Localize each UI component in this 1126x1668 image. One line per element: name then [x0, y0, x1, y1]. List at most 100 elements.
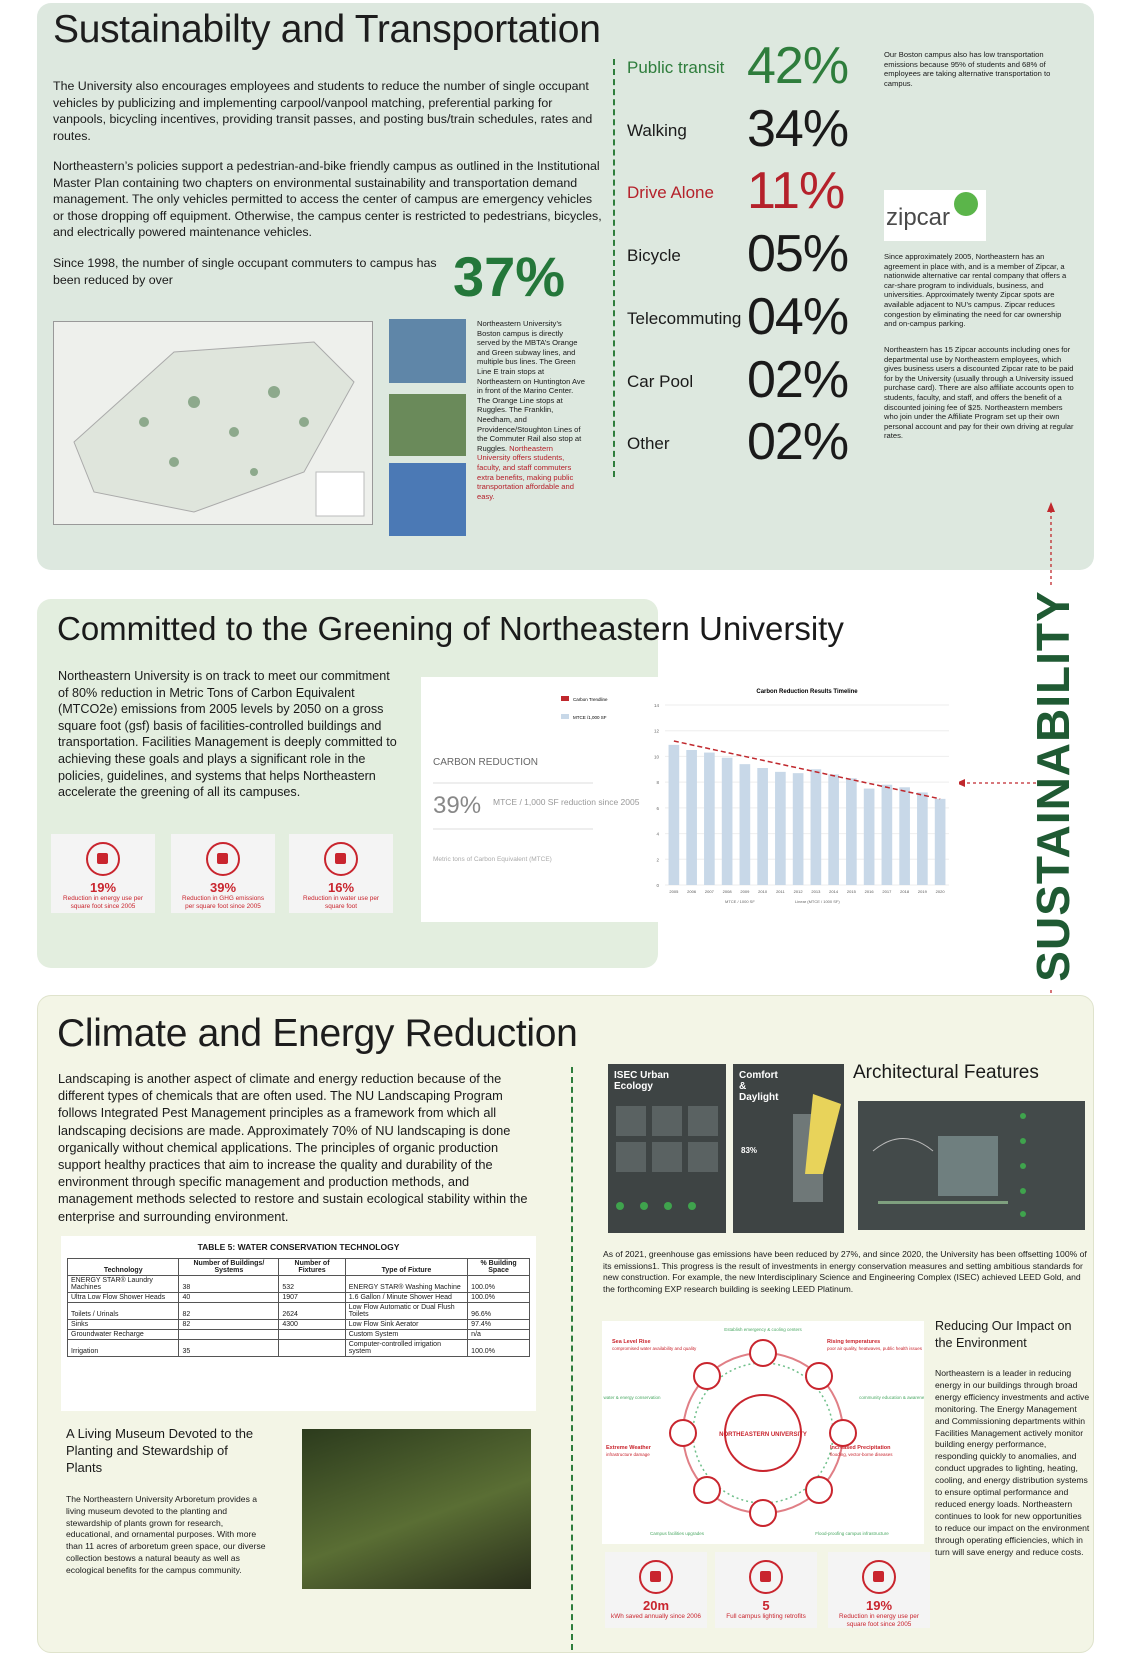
- bar: [739, 764, 751, 885]
- y-tick-label: 6: [656, 806, 659, 811]
- impact-title: Reducing Our Impact on the Environment: [935, 1319, 1072, 1350]
- legend-swatch: [561, 714, 569, 719]
- legend-label: Carbon Trendline: [573, 697, 608, 702]
- table-cell: 82: [178, 1319, 280, 1330]
- column-header: Number of Buildings/ Systems: [178, 1258, 280, 1276]
- panel-heading: CARBON REDUCTION: [433, 757, 538, 768]
- isec-card: ISEC Urban Ecology: [608, 1064, 726, 1233]
- column-header: Technology: [66, 1258, 180, 1276]
- boston-note: Our Boston campus also has low transport…: [884, 50, 1051, 88]
- mode-label: Telecommuting: [627, 308, 742, 328]
- table-cell: 35: [178, 1339, 280, 1357]
- x-tick-label: 2012: [794, 889, 804, 894]
- x-tick-label: 2008: [723, 889, 733, 894]
- campus-map: [53, 321, 373, 525]
- y-tick-label: 0: [656, 883, 659, 888]
- x-tick-label: 2005: [669, 889, 679, 894]
- table-row: Ultra Low Flow Shower Heads 40 1907 1.6 Gal…: [66, 1292, 530, 1303]
- bar: [704, 752, 715, 885]
- bar: [792, 773, 804, 885]
- x-tick-label: 2018: [900, 889, 910, 894]
- diagram-center: NORTHEASTERN UNIVERSITY: [719, 1432, 807, 1438]
- table-row: Groundwater Recharge Custom System n/a: [66, 1329, 530, 1340]
- panel-caption: MTCE / 1,000 SF reduction since 2005: [493, 797, 640, 807]
- stat-icon: [324, 842, 358, 876]
- card-stat: 83%: [741, 1146, 758, 1155]
- mode-value: 04%: [747, 287, 849, 346]
- table-cell: n/a: [467, 1329, 530, 1340]
- y-tick-label: 12: [654, 729, 660, 734]
- table-cell: [178, 1329, 280, 1340]
- reduction-value: 37%: [453, 245, 566, 308]
- table-cell: 82: [178, 1302, 280, 1320]
- stat-icon: [86, 842, 120, 876]
- table-row: Sinks 82 4300 Low Flow Sink Aerator 97.4%: [66, 1319, 530, 1330]
- y-tick-label: 8: [656, 780, 659, 785]
- photo-bikes: [389, 319, 466, 383]
- bar: [899, 787, 910, 885]
- mode-row: Walking 34%: [627, 101, 867, 157]
- photo-train: [389, 394, 466, 456]
- table-row: ENERGY STAR® Laundry Machines 38 532 ENERGY…: [66, 1275, 530, 1293]
- legend-label: MTCE / 1000 SF: [725, 899, 755, 904]
- column-header: Type of Fixture: [344, 1258, 469, 1276]
- stat-caption: kWh saved annually since 2006: [611, 1613, 701, 1620]
- bar: [757, 768, 768, 885]
- mode-label: Walking: [627, 120, 687, 140]
- panel-value: 39%: [433, 792, 481, 819]
- table-cell: 2624: [278, 1302, 346, 1320]
- stat-value: 19%: [865, 1598, 893, 1613]
- chart-title: Carbon Reduction Results Timeline: [756, 689, 858, 695]
- divider: [571, 1067, 573, 1650]
- stat-value: 16%: [327, 880, 355, 895]
- mode-row: Telecommuting 04%: [627, 289, 867, 345]
- museum-text: The Northeastern University Arboretum pr…: [66, 1494, 266, 1575]
- table-cell: 38: [178, 1275, 280, 1293]
- bar: [934, 798, 946, 885]
- x-tick-label: 2015: [847, 889, 857, 894]
- action-label: Flood-proofing campus infrastructure: [815, 1531, 889, 1536]
- risk-title: Increased Precipitation: [830, 1445, 891, 1451]
- diagram-art: [872, 1113, 1026, 1217]
- risk-title: Extreme Weather: [606, 1445, 652, 1451]
- action-label: water & energy conservation: [603, 1395, 661, 1400]
- legend-label: Linear (MTCE / 1000 SF): [795, 899, 840, 904]
- bar: [686, 750, 697, 885]
- stat-value: 5: [762, 1598, 770, 1613]
- arboretum-photo: [302, 1429, 531, 1589]
- stat-card: 19% Reduction in energy use per square fo…: [51, 834, 155, 913]
- card-art: [793, 1094, 841, 1202]
- column-header: Number of Fixtures: [278, 1258, 346, 1276]
- x-tick-label: 2017: [882, 889, 892, 894]
- caption-highlight: Northeastern University offers students,…: [477, 443, 574, 501]
- table-cell: Low Flow Automatic or Dual Flush Toilets: [344, 1302, 469, 1320]
- table-cell: 40: [178, 1292, 280, 1303]
- photo-station: [389, 463, 466, 536]
- chart-card: CARBON REDUCTION 39% MTCE / 1,000 SF red…: [421, 677, 959, 922]
- reduction-text: Since 1998, the number of single occupan…: [53, 256, 437, 287]
- paragraph: The University also encourages employees…: [53, 79, 593, 143]
- section-title: Climate and Energy Reduction: [57, 1012, 578, 1055]
- stat-card: 20m kWh saved annually since 2006: [605, 1552, 707, 1628]
- x-tick-label: 2009: [740, 889, 750, 894]
- bar: [828, 774, 839, 885]
- bar: [721, 757, 733, 885]
- mode-value: 02%: [747, 413, 849, 472]
- table-row: Irrigation 35 Computer-controlled irrigati…: [66, 1339, 530, 1357]
- table-cell: [278, 1329, 346, 1340]
- panel-footnote: Metric tons of Carbon Equivalent (MTCE): [433, 856, 552, 863]
- logo-text: zipcar: [886, 204, 951, 231]
- x-tick-label: 2007: [705, 889, 715, 894]
- table-cell: 100.0%: [467, 1339, 530, 1357]
- table-row: Toilets / Urinals 82 2624 Low Flow Automati…: [66, 1302, 530, 1320]
- mode-row: Bicycle 05%: [627, 226, 867, 282]
- x-tick-label: 2006: [687, 889, 697, 894]
- table-cell: Sinks: [66, 1319, 180, 1330]
- stat-caption: Reduction in energy use per square foot …: [839, 1613, 919, 1628]
- bar: [846, 778, 857, 885]
- action-label: community education & awareness: [859, 1395, 924, 1400]
- section-title: Sustainabilty and Transportation: [53, 8, 601, 51]
- x-tick-label: 2020: [936, 889, 946, 894]
- table-cell: 1.6 Gallon / Minute Shower Head: [344, 1292, 469, 1303]
- caption-text: Northeastern University’s Boston campus …: [477, 319, 585, 453]
